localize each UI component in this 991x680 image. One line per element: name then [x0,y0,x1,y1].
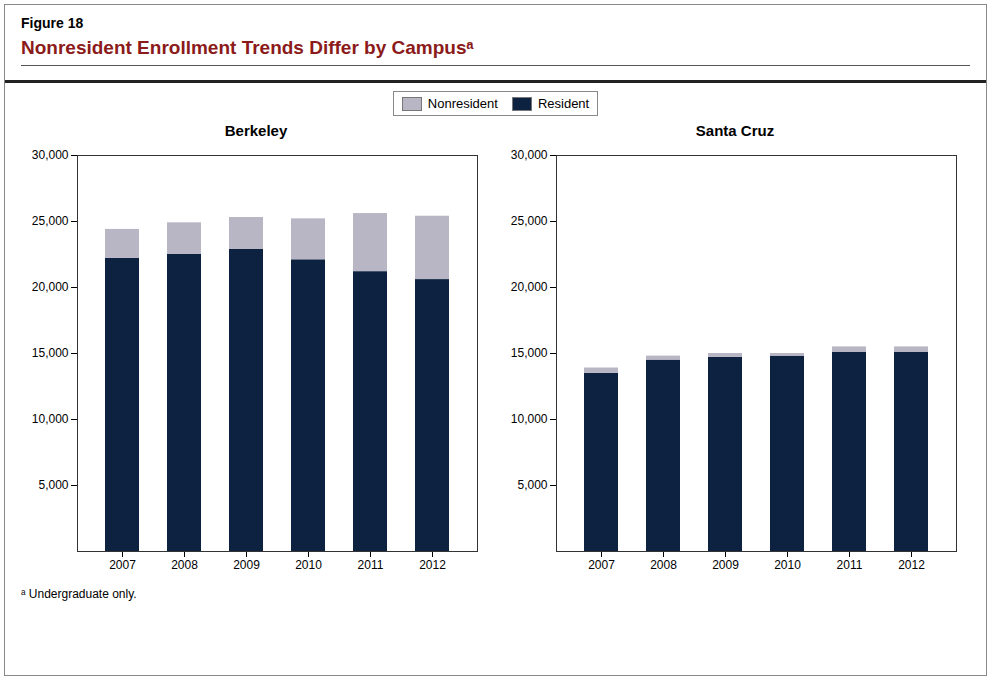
svg-text:2007: 2007 [109,558,136,572]
svg-text:15,000: 15,000 [511,346,548,360]
svg-text:2008: 2008 [171,558,198,572]
svg-text:2008: 2008 [650,558,677,572]
svg-text:15,000: 15,000 [32,346,69,360]
svg-text:10,000: 10,000 [511,412,548,426]
svg-text:25,000: 25,000 [511,214,548,228]
svg-text:20,000: 20,000 [511,280,548,294]
svg-text:2011: 2011 [837,558,863,572]
svg-text:10,000: 10,000 [32,412,69,426]
svg-text:2009: 2009 [233,558,260,572]
html-text:Figure 18: Figure 18 [21,15,84,31]
svg-text:2012: 2012 [898,558,925,572]
svg-text:20,000: 20,000 [32,280,69,294]
svg-text:2010: 2010 [295,558,322,572]
svg-text:25,000: 25,000 [32,214,69,228]
svg-text:30,000: 30,000 [511,148,548,162]
svg-text:2012: 2012 [419,558,446,572]
svg-text:2010: 2010 [774,558,801,572]
html-text:Berkeley: Berkeley [224,122,288,139]
svg-text:2011: 2011 [358,558,384,572]
svg-text:5,000: 5,000 [38,478,68,492]
html-text:Santa Cruz: Santa Cruz [695,122,775,139]
svg-text:30,000: 30,000 [32,148,69,162]
html-text:Resident: Resident [537,96,590,111]
html-text:Nonresident: Nonresident [427,96,498,111]
svg-text:5,000: 5,000 [517,478,547,492]
html-text:ᵃ Undergraduate only.: ᵃ Undergraduate only. [21,587,137,601]
html-text:Nonresident Enrollment Trends: Nonresident Enrollment Trends Differ by … [21,37,474,58]
svg-text:2007: 2007 [588,558,615,572]
svg-text:2009: 2009 [712,558,739,572]
